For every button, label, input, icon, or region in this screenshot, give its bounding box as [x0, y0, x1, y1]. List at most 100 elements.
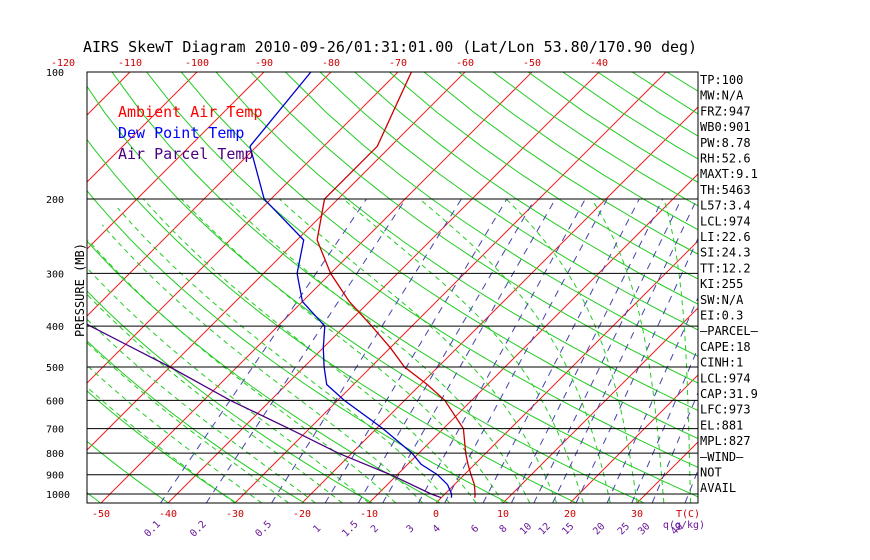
index-entry: RH:52.6 [700, 152, 751, 166]
temp-tick-top: -110 [118, 58, 142, 69]
mixing-ratio-label: 2 [369, 523, 381, 535]
mixing-ratio-label: 25 [616, 521, 632, 537]
moist-adiabat-line [87, 239, 397, 503]
index-entry: LCL:974 [700, 371, 751, 385]
temp-tick-bottom: -20 [293, 509, 311, 520]
moist-adiabat-line [87, 386, 236, 503]
mixing-ratio-label: 3 [405, 523, 417, 535]
pressure-tick-label: 500 [46, 363, 64, 374]
moist-adiabat-line [142, 198, 477, 503]
mixing-ratio-label: 1 [311, 523, 323, 535]
index-entry: SW:N/A [700, 293, 744, 307]
pressure-tick-label: 100 [46, 68, 64, 79]
dry-adiabat-line [771, 72, 870, 503]
index-entry: SI:24.3 [700, 246, 751, 260]
mixing-ratio-label: 10 [518, 521, 534, 537]
dry-adiabat-line [87, 138, 577, 503]
isotherm-line [435, 240, 698, 503]
index-entry: LFC:973 [700, 403, 751, 417]
temp-tick-top: -90 [255, 58, 273, 69]
moist-adiabat-line [181, 198, 504, 503]
temp-tick-bottom: 10 [497, 509, 509, 520]
dry-adiabat-line [180, 72, 698, 440]
series-dew-point-temp [249, 72, 453, 498]
temp-tick-top: -80 [322, 58, 340, 69]
moist-adiabat-line [225, 198, 531, 503]
legend-entry: Dew Point Temp [118, 124, 244, 142]
moist-adiabat-line [591, 198, 665, 503]
dry-adiabat-line [354, 72, 698, 305]
profile-curves [87, 72, 476, 499]
isotherm-line [87, 72, 466, 451]
dry-adiabat-line [146, 72, 698, 468]
isotherm-line [87, 72, 332, 317]
y-axis-label: PRESSURE (MB) [73, 243, 87, 337]
dry-adiabat-line [87, 189, 509, 503]
temp-tick-bottom: -30 [226, 509, 244, 520]
pressure-tick-label: 800 [46, 449, 64, 460]
index-entry: WB0:901 [700, 120, 751, 134]
temp-tick-top: -70 [389, 58, 407, 69]
temp-tick-bottom: 30 [631, 509, 643, 520]
legend-entry: Ambient Air Temp [118, 103, 263, 121]
dry-adiabat-line [111, 72, 698, 498]
index-entry: FRZ:947 [700, 104, 751, 118]
index-entry: MW:N/A [700, 89, 744, 103]
temp-tick-top: -120 [51, 58, 75, 69]
index-entry: CINH:1 [700, 356, 743, 370]
isotherm-line [87, 72, 198, 183]
pressure-tick-label: 700 [46, 425, 64, 436]
series-ambient-air-temp [316, 72, 476, 498]
mixing-ratio-label: 30 [636, 521, 652, 537]
isotherm-line [87, 72, 399, 384]
mixing-ratio-line [651, 391, 698, 503]
index-entry: LI:22.6 [700, 230, 751, 244]
temp-unit-label: T(C) [676, 509, 700, 520]
mixing-ratio-label: 6 [469, 523, 481, 535]
pressure-lines [87, 198, 698, 495]
temp-tick-bottom: 20 [564, 509, 576, 520]
dry-adiabat-line [319, 72, 698, 331]
mixing-ratio-line [575, 237, 698, 503]
mixing-ratio-line [417, 198, 586, 503]
mixing-ratio-line [552, 198, 698, 503]
mixing-ratio-line [631, 346, 698, 503]
temp-tick-bottom: 0 [433, 509, 439, 520]
mixing-ratio-label: 12 [537, 521, 553, 537]
moist-adiabat-line [87, 364, 263, 503]
pressure-tick-label: 1000 [46, 490, 70, 501]
pressure-tick-label: 900 [46, 471, 64, 482]
pressure-tick-label: 300 [46, 269, 64, 280]
mixing-ratio-line [205, 198, 407, 503]
moist-adiabat-line [87, 318, 316, 503]
temp-tick-bottom: -10 [360, 509, 378, 520]
dry-adiabat-line [423, 72, 698, 255]
legend-entry: Air Parcel Temp [118, 145, 253, 163]
index-entry: MPL:827 [700, 434, 751, 448]
index-entry: L57:3.4 [700, 199, 751, 213]
mixing-ratio-line [482, 198, 640, 503]
series-air-parcel-temp [87, 323, 442, 499]
mixing-ratio-line [357, 198, 536, 503]
isotherm-line [87, 72, 265, 250]
index-entry: TT:12.2 [700, 261, 751, 275]
mixing-ratio-line [510, 198, 664, 503]
moist-adiabat-line [343, 198, 584, 503]
isotherm-line [0, 72, 63, 503]
mixing-ratio-line [606, 296, 698, 503]
dry-adiabat-line [736, 72, 870, 503]
dry-adiabat-line [87, 290, 373, 503]
mixing-ratio-label: 0.2 [188, 519, 209, 540]
dry-adiabat-line [215, 72, 698, 412]
index-entry: KI:255 [700, 277, 743, 291]
dry-adiabat-line [87, 440, 169, 503]
pressure-tick-label: 600 [46, 396, 64, 407]
dry-adiabat-line [87, 390, 237, 503]
index-entry: NOT [700, 466, 722, 480]
mixing-ratio-label: 0.1 [142, 519, 163, 540]
chart-title: AIRS SkewT Diagram 2010-09-26/01:31:01.0… [83, 38, 697, 56]
moist-adiabat-line [87, 342, 289, 503]
temp-tick-bottom: -40 [159, 509, 177, 520]
index-entry: TH:5463 [700, 183, 751, 197]
